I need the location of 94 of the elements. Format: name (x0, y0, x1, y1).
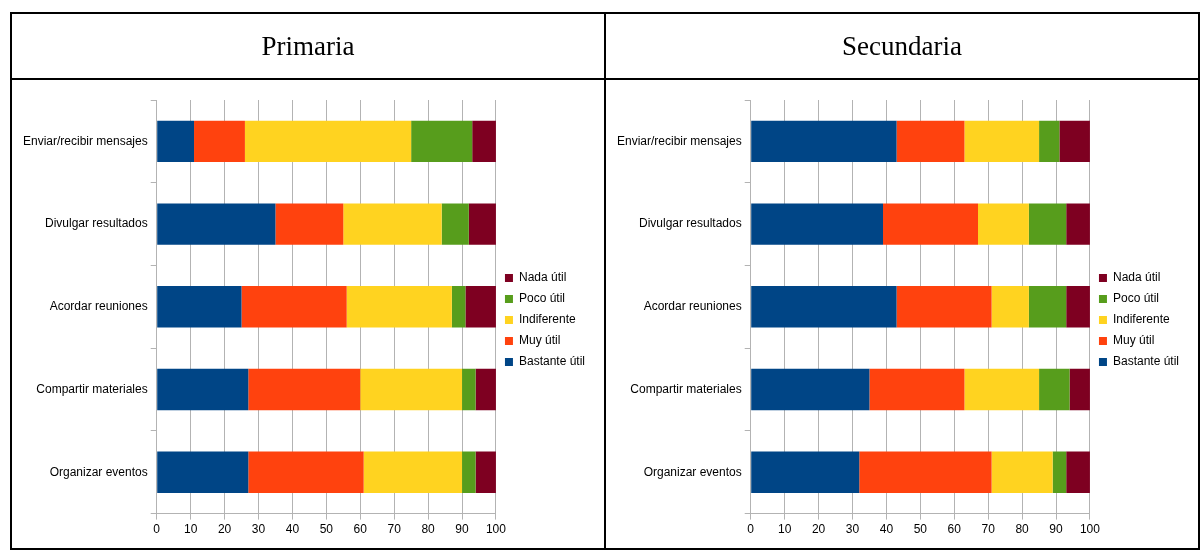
bar (1039, 120, 1060, 163)
bar (363, 451, 463, 493)
bar (751, 120, 897, 163)
bar (869, 368, 965, 411)
legend-label: Bastante útil (1112, 354, 1180, 369)
legend-label: Nada útil (518, 270, 567, 285)
x-tick-label: 20 (811, 522, 826, 537)
y-tick-label: Compartir materiales (630, 381, 742, 396)
bar (194, 120, 245, 163)
bar (411, 120, 473, 163)
bar (468, 203, 496, 245)
legend-label: Muy útil (1112, 333, 1155, 348)
bar (1039, 368, 1070, 411)
x-tick-label: 0 (153, 522, 161, 537)
bar (343, 203, 442, 245)
y-tick-label: Enviar/recibir mensajes (616, 133, 742, 148)
x-tick-label: 10 (183, 522, 198, 537)
bar (475, 368, 496, 411)
bar (964, 368, 1040, 411)
bar (360, 368, 463, 411)
bar (451, 286, 466, 328)
bar (157, 120, 195, 163)
x-tick-label: 70 (387, 522, 402, 537)
x-tick-label: 30 (251, 522, 266, 537)
bar (883, 203, 979, 245)
bar (1069, 368, 1090, 411)
bar (1066, 203, 1090, 245)
x-tick-label: 40 (285, 522, 300, 537)
bar (244, 120, 412, 163)
bar (991, 286, 1029, 328)
bar (462, 368, 476, 411)
legend-label: Nada útil (1112, 270, 1161, 285)
x-tick-label: 80 (1015, 522, 1030, 537)
bar (1059, 120, 1090, 163)
y-tick-label: Compartir materiales (36, 381, 148, 396)
y-tick-label: Acordar reuniones (49, 299, 148, 314)
legend-label: Muy útil (518, 333, 561, 348)
x-tick-label: 100 (485, 522, 507, 537)
bar (346, 286, 452, 328)
bar (1066, 286, 1090, 328)
x-tick-label: 50 (913, 522, 928, 537)
bar (1052, 451, 1067, 493)
x-tick-label: 80 (421, 522, 436, 537)
bar (248, 368, 361, 411)
bar (751, 286, 897, 328)
x-tick-label: 0 (747, 522, 755, 537)
bar (751, 451, 860, 493)
x-tick-label: 70 (981, 522, 996, 537)
bar (751, 203, 884, 245)
bar (157, 203, 276, 245)
x-tick-label: 90 (1049, 522, 1064, 537)
bar (475, 451, 496, 493)
bar (157, 451, 249, 493)
y-tick-label: Organizar eventos (643, 464, 742, 479)
y-tick-label: Organizar eventos (49, 464, 148, 479)
x-tick-label: 60 (353, 522, 368, 537)
bar (751, 368, 870, 411)
bar (896, 120, 965, 163)
bar (1028, 203, 1067, 245)
bar (859, 451, 992, 493)
chart-title: Primaria (11, 13, 605, 79)
y-tick-label: Acordar reuniones (643, 299, 742, 314)
legend-label: Poco útil (518, 291, 565, 306)
y-tick-label: Divulgar resultados (44, 216, 148, 231)
bar (991, 451, 1053, 493)
bar (896, 286, 992, 328)
bar (241, 286, 347, 328)
chart-title: Secundaria (605, 13, 1199, 79)
bar (462, 451, 476, 493)
bar (978, 203, 1029, 245)
bar (964, 120, 1040, 163)
x-tick-label: 40 (879, 522, 894, 537)
x-tick-label: 60 (947, 522, 962, 537)
x-tick-label: 50 (319, 522, 334, 537)
bar (157, 286, 242, 328)
x-tick-label: 90 (455, 522, 470, 537)
bar (275, 203, 344, 245)
bar (248, 451, 364, 493)
bar (465, 286, 496, 328)
x-tick-label: 20 (217, 522, 232, 537)
legend-label: Poco útil (1112, 291, 1159, 306)
bar (1028, 286, 1067, 328)
legend-label: Indiferente (518, 312, 576, 327)
y-tick-label: Divulgar resultados (638, 216, 742, 231)
y-tick-label: Enviar/recibir mensajes (22, 133, 148, 148)
bar (157, 368, 249, 411)
bar (1066, 451, 1090, 493)
x-tick-label: 30 (845, 522, 860, 537)
bar (441, 203, 469, 245)
bar (472, 120, 496, 163)
legend-label: Bastante útil (518, 354, 586, 369)
legend-label: Indiferente (1112, 312, 1170, 327)
x-tick-label: 100 (1079, 522, 1101, 537)
x-tick-label: 10 (777, 522, 792, 537)
